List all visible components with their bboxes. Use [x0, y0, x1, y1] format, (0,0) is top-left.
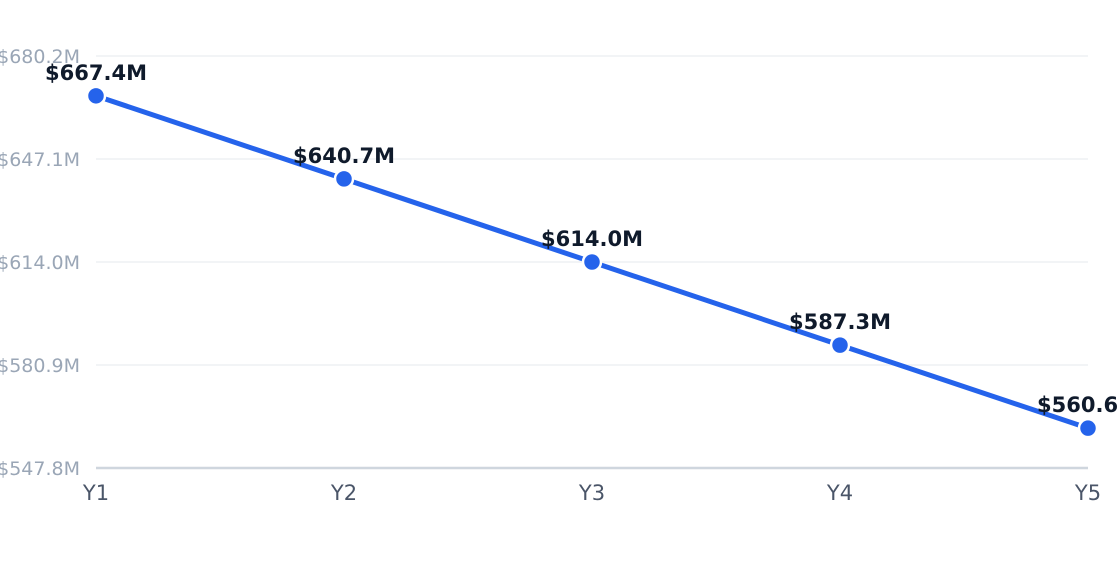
data-label: $614.0M [541, 227, 643, 251]
y-tick-label: $614.0M [0, 252, 80, 274]
y-tick-label: $580.9M [0, 355, 80, 377]
x-tick-label: Y1 [82, 481, 109, 505]
data-point[interactable] [1077, 417, 1099, 439]
x-tick-label: Y3 [578, 481, 605, 505]
data-point[interactable] [85, 85, 107, 107]
x-axis: Y1 Y2 Y3 Y4 Y5 [82, 481, 1101, 505]
data-label: $560.6M [1037, 393, 1120, 417]
x-tick-label: Y2 [330, 481, 357, 505]
y-tick-label: $680.2M [0, 46, 80, 68]
data-label: $640.7M [293, 144, 395, 168]
y-axis: $547.8M $580.9M $614.0M $647.1M $680.2M [0, 46, 80, 480]
data-point[interactable] [581, 251, 603, 273]
y-tick-label: $647.1M [0, 149, 80, 171]
data-labels: $667.4M $640.7M $614.0M $587.3M $560.6M [45, 61, 1120, 417]
data-points [85, 85, 1099, 439]
data-label: $587.3M [789, 310, 891, 334]
data-label: $667.4M [45, 61, 147, 85]
data-point[interactable] [333, 168, 355, 190]
y-tick-label: $547.8M [0, 458, 80, 480]
x-tick-label: Y5 [1074, 481, 1101, 505]
x-tick-label: Y4 [826, 481, 853, 505]
data-point[interactable] [829, 334, 851, 356]
